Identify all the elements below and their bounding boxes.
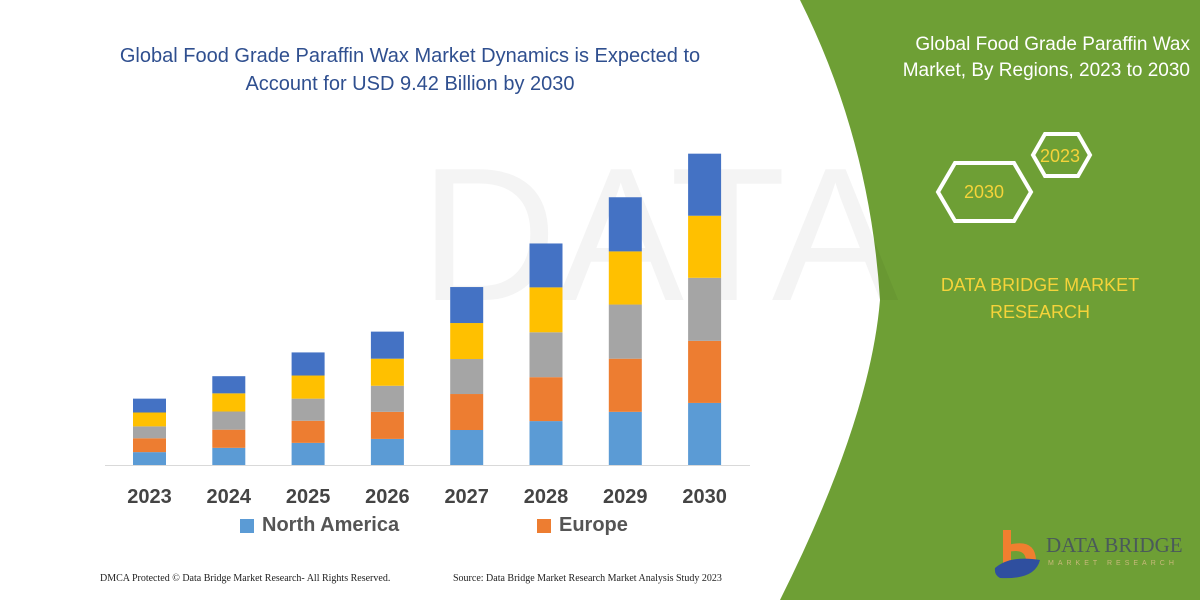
x-tick-label: 2023 [127,486,172,508]
legend-europe: Europe [537,514,628,537]
bar-2027-series-1 [450,394,484,431]
legend-swatch [537,518,551,533]
bar-2028-series-4 [529,243,563,288]
bar-2023-series-2 [133,426,166,439]
bar-2029-series-3 [608,251,642,305]
bar-2023-series-3 [133,412,166,427]
panel-title: Global Food Grade Paraffin Wax Market, B… [902,34,1190,81]
legend-north-america: North America [240,514,399,537]
bar-2023-series-1 [133,438,166,453]
bar-2027-series-4 [450,287,484,324]
x-tick-label: 2026 [365,486,410,508]
bar-2025-series-0 [291,442,325,465]
bar-2025-series-4 [291,352,325,376]
bar-2024-series-0 [212,447,246,465]
footer-copyright: DMCA Protected © Data Bridge Market Rese… [100,573,391,584]
bar-2030-series-3 [688,215,722,278]
bar-2030-series-2 [688,277,722,341]
x-tick-label: 2028 [524,486,569,508]
x-tick-label: 2029 [603,486,648,508]
bar-2026-series-3 [370,358,404,386]
bar-2024-series-3 [212,393,246,412]
x-tick-label: 2025 [286,486,331,508]
logo-subtext: MARKET RESEARCH [1048,560,1178,567]
bar-2026-series-2 [370,385,404,412]
hex-year-2030: 2030 [964,182,1005,202]
green-panel [780,0,1200,600]
bar-2028-series-3 [529,287,563,333]
bar-2029-series-4 [608,197,642,252]
x-tick-label: 2030 [682,486,727,508]
bar-2024-series-2 [212,411,246,430]
bar-2026-series-1 [370,411,404,439]
hexagon-2023 [1030,132,1093,178]
bar-2023-series-0 [133,452,166,465]
legend-swatch [240,518,254,533]
bar-2030-series-1 [688,340,722,403]
bar-2023-series-4 [133,398,166,413]
bar-2025-series-2 [291,398,325,421]
hexagon-2030 [935,161,1034,223]
bar-2025-series-1 [291,420,325,443]
bar-2030-series-0 [688,402,722,465]
x-tick-label: 2027 [444,486,489,508]
bar-2026-series-4 [370,331,404,359]
bar-2026-series-0 [370,438,404,465]
bar-2029-series-2 [608,304,642,359]
bar-2029-series-0 [608,411,642,465]
bar-2024-series-4 [212,376,246,394]
brand-text: DATA BRIDGE MARKET RESEARCH [940,275,1140,322]
bar-2028-series-0 [529,421,563,465]
legend-label: Europe [559,514,628,536]
bar-2030-series-4 [688,153,722,216]
x-tick-label: 2024 [207,486,252,508]
bar-2027-series-0 [450,430,484,465]
watermark: DATA [420,129,899,341]
bar-2025-series-3 [291,375,325,399]
logo-text: DATA BRIDGE [1046,533,1183,557]
footer-source: Source: Data Bridge Market Research Mark… [453,573,722,584]
legend-label: North America [262,514,400,536]
bar-2027-series-3 [450,323,484,360]
bar-2027-series-2 [450,359,484,395]
hex-year-2023: 2023 [1040,146,1081,166]
stacked-bar-chart: 2023 2024 2025 2026 2027 2028 2029 2030 [105,153,750,508]
bar-2028-series-2 [529,332,563,378]
logo-icon [994,530,1040,579]
chart-title: Global Food Grade Paraffin Wax Market Dy… [119,45,701,95]
bar-2024-series-1 [212,429,246,448]
bar-2028-series-1 [529,377,563,422]
bar-2029-series-1 [608,358,642,412]
